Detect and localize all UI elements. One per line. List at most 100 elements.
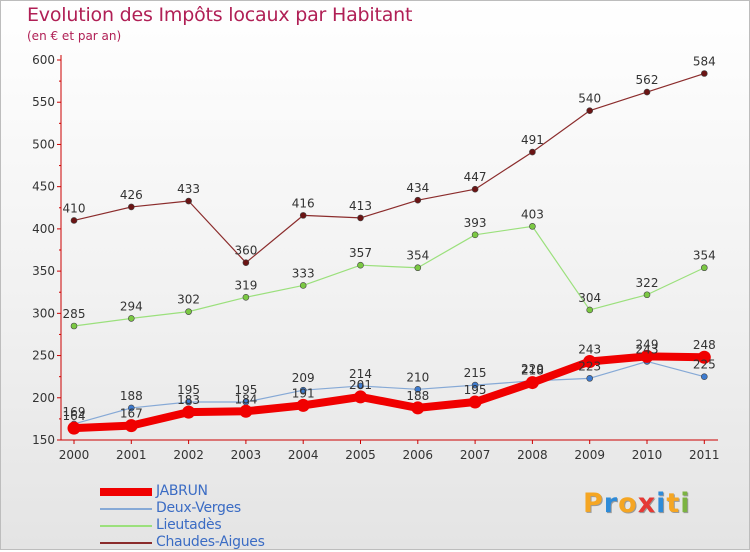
- data-point-jabrun: [411, 401, 425, 415]
- series-line-lieutad-s: [73, 225, 705, 327]
- data-label-chaudes-aigues: 584: [693, 55, 716, 69]
- legend: JABRUN Deux-Verges Lieutadès Chaudes-Aig…: [100, 483, 360, 552]
- data-point-lieutad-s: [185, 308, 192, 315]
- legend-label: Deux-Verges: [156, 500, 241, 516]
- data-point-jabrun: [296, 398, 310, 412]
- data-label-jabrun: 195: [464, 383, 487, 397]
- y-tick-label: 250: [32, 349, 55, 363]
- data-label-chaudes-aigues: 447: [464, 170, 487, 184]
- data-point-deux-verges: [185, 398, 192, 406]
- data-label-jabrun: 218: [521, 364, 544, 378]
- data-point-lieutad-s: [414, 264, 422, 272]
- data-label-jabrun: 191: [292, 386, 315, 400]
- data-label-chaudes-aigues: 410: [63, 201, 86, 215]
- data-point-chaudes-aigues: [242, 259, 250, 266]
- data-label-jabrun: 184: [234, 392, 257, 406]
- y-tick-label: 550: [32, 95, 55, 109]
- legend-swatch-chaudes-aigues: [100, 542, 152, 544]
- legend-swatch-deux-verges: [100, 508, 152, 510]
- x-tick-label: 2005: [345, 448, 376, 462]
- series-line-jabrun: [70, 352, 709, 433]
- data-label-lieutad-s: 294: [120, 299, 143, 313]
- data-label-lieutad-s: 285: [63, 307, 86, 321]
- y-tick-label: 300: [32, 306, 55, 320]
- logo-letter: P: [583, 488, 604, 519]
- legend-label: JABRUN: [156, 483, 208, 499]
- data-point-lieutad-s: [70, 322, 78, 330]
- data-label-lieutad-s: 319: [234, 278, 257, 292]
- data-label-deux-verges: 195: [177, 383, 200, 397]
- data-point-deux-verges: [357, 382, 364, 390]
- data-point-chaudes-aigues: [700, 70, 708, 77]
- data-point-jabrun: [583, 354, 597, 368]
- data-label-chaudes-aigues: 433: [177, 182, 200, 196]
- x-tick-label: 2008: [517, 448, 548, 462]
- legend-label: Chaudes-Aigues: [156, 534, 265, 550]
- logo-letter: i: [656, 488, 667, 519]
- x-tick-label: 2001: [116, 448, 147, 462]
- y-tick-label: 400: [32, 222, 55, 236]
- data-point-deux-verges: [414, 386, 422, 393]
- data-point-chaudes-aigues: [643, 88, 651, 96]
- data-point-lieutad-s: [700, 264, 708, 272]
- y-tick-label: 150: [32, 433, 55, 447]
- data-label-lieutad-s: 333: [292, 266, 315, 280]
- data-point-jabrun: [67, 421, 81, 435]
- data-point-chaudes-aigues: [586, 107, 594, 114]
- data-label-jabrun: 167: [120, 407, 143, 421]
- data-label-chaudes-aigues: 360: [234, 244, 257, 258]
- data-label-jabrun: 243: [578, 342, 601, 356]
- data-label-deux-verges: 220: [521, 362, 544, 376]
- legend-item-deux-verges: Deux-Verges: [100, 500, 360, 518]
- data-label-deux-verges: 210: [406, 370, 429, 384]
- y-tick-label: 450: [32, 180, 55, 194]
- data-point-chaudes-aigues: [299, 212, 307, 219]
- data-point-jabrun: [182, 405, 196, 419]
- data-point-jabrun: [354, 390, 367, 404]
- x-tick-label: 2002: [173, 448, 204, 462]
- data-label-lieutad-s: 403: [521, 207, 544, 221]
- data-point-deux-verges: [700, 373, 708, 380]
- data-point-chaudes-aigues: [70, 217, 78, 224]
- data-label-chaudes-aigues: 540: [578, 92, 601, 106]
- x-tick-label: 2011: [689, 448, 720, 462]
- chart-title: Evolution des Impôts locaux par Habitant: [27, 4, 413, 26]
- logo-letter: t: [666, 488, 681, 519]
- data-point-lieutad-s: [643, 291, 651, 299]
- x-tick-label: 2006: [403, 448, 434, 462]
- data-label-lieutad-s: 322: [636, 276, 659, 290]
- data-label-chaudes-aigues: 434: [406, 181, 429, 195]
- data-label-chaudes-aigues: 491: [521, 133, 544, 147]
- data-label-jabrun: 164: [63, 409, 86, 423]
- proxiti-logo: Proxiti: [583, 488, 691, 519]
- x-tick-label: 2007: [460, 448, 491, 462]
- legend-swatch-jabrun: [100, 488, 152, 496]
- data-point-jabrun: [468, 395, 482, 409]
- data-label-chaudes-aigues: 426: [120, 188, 143, 202]
- data-point-chaudes-aigues: [128, 203, 135, 211]
- data-label-deux-verges: 214: [349, 367, 372, 381]
- data-label-chaudes-aigues: 413: [349, 199, 372, 213]
- data-point-lieutad-s: [299, 282, 307, 289]
- legend-item-lieutades: Lieutadès: [100, 517, 360, 535]
- data-point-chaudes-aigues: [414, 196, 422, 204]
- y-tick-label: 200: [32, 391, 55, 405]
- logo-letter: i: [680, 488, 691, 519]
- data-label-jabrun: 248: [693, 338, 716, 352]
- data-point-deux-verges: [586, 375, 594, 382]
- legend-item-jabrun: JABRUN: [100, 483, 360, 501]
- legend-swatch-lieutades: [100, 525, 152, 527]
- data-label-deux-verges: 209: [292, 371, 315, 385]
- x-tick-label: 2010: [632, 448, 663, 462]
- data-point-deux-verges: [299, 386, 307, 394]
- logo-letter: o: [618, 488, 638, 519]
- data-label-lieutad-s: 302: [177, 293, 200, 307]
- data-point-chaudes-aigues: [471, 185, 479, 193]
- data-label-lieutad-s: 304: [578, 291, 601, 305]
- logo-letter: r: [603, 488, 619, 519]
- data-label-deux-verges: 243: [636, 342, 659, 356]
- data-label-lieutad-s: 354: [406, 249, 429, 263]
- data-label-lieutad-s: 393: [464, 216, 487, 230]
- data-point-jabrun: [124, 419, 138, 433]
